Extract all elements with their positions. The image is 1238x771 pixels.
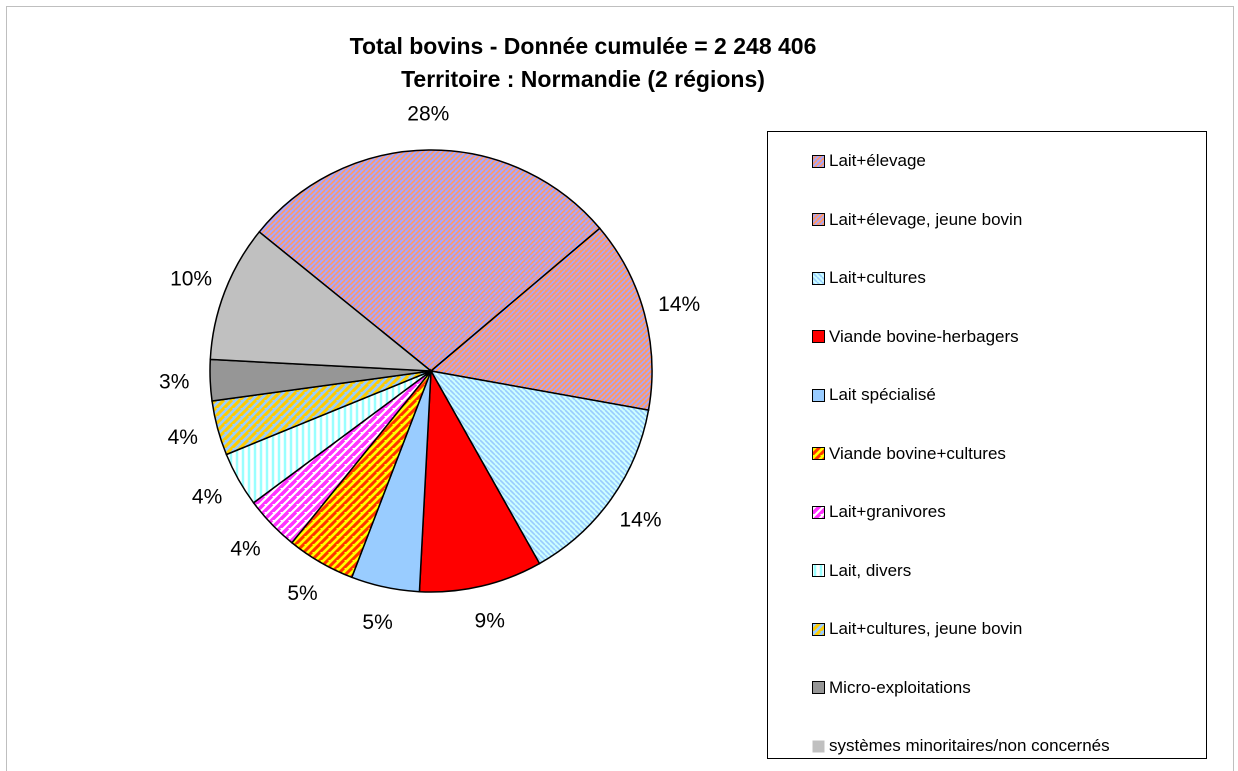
legend-item: Lait+cultures, jeune bovin: [812, 617, 1022, 641]
legend-swatch: [812, 681, 825, 694]
legend-label: Lait spécialisé: [829, 385, 936, 404]
chart-title-block: Total bovins - Donnée cumulée = 2 248 40…: [0, 30, 1166, 96]
legend-label: Lait+élevage: [829, 151, 926, 170]
pie-labels: 28% 14% 14% 9% 5% 5% 4% 4% 4% 3% 10%: [159, 103, 700, 634]
slice-percent-label: 5%: [287, 582, 317, 605]
pie-slices: [209, 149, 653, 593]
pie-slice: [209, 230, 434, 372]
legend-item: Viande bovine+cultures: [812, 442, 1006, 466]
slice-percent-label: 14%: [619, 508, 661, 531]
legend-label: Lait+cultures: [829, 268, 926, 287]
legend-swatch: [812, 271, 825, 285]
legend-item: Lait+élevage: [812, 149, 926, 173]
slice-percent-label: 28%: [407, 103, 449, 126]
slice-percent-label: 10%: [170, 267, 212, 290]
pie-slice: [429, 227, 653, 412]
legend-label: Viande bovine-herbagers: [829, 326, 1019, 346]
pie-slice: [258, 149, 601, 372]
legend-swatch: [812, 564, 825, 577]
chart-area: [6, 6, 1234, 771]
legend-swatch: [812, 213, 825, 226]
legend-label: Micro-exploitations: [829, 677, 971, 697]
legend-item: Lait+granivores: [812, 500, 946, 524]
legend-label: Lait, divers: [829, 560, 912, 580]
legend-item: Lait+cultures: [812, 266, 926, 290]
slice-percent-label: 3%: [159, 370, 189, 393]
legend-label: Lait+cultures, jeune bovin: [829, 619, 1023, 638]
legend-label: Lait+élevage, jeune bovin: [829, 209, 1023, 229]
slice-percent-label: 14%: [658, 293, 700, 316]
pie-slice: [418, 368, 541, 593]
legend-swatch: [812, 447, 825, 460]
legend: Lait+élevage Lait+élevage, jeune bovin Lai…: [767, 131, 1207, 759]
legend-swatch: [812, 154, 825, 168]
pie-slice: [429, 369, 650, 565]
slice-percent-label: 9%: [475, 610, 505, 633]
slice-percent-label: 4%: [192, 486, 222, 509]
slice-percent-label: 4%: [168, 426, 198, 449]
legend-swatch: [812, 330, 825, 343]
chart-title: Total bovins - Donnée cumulée = 2 248 40…: [349, 33, 817, 59]
legend-item: Lait+élevage, jeune bovin: [812, 208, 1022, 232]
chart-subtitle: Territoire : Normandie (2 régions): [401, 66, 765, 92]
legend-item: Lait spécialisé: [812, 383, 936, 407]
legend-item: Viande bovine-herbagers: [812, 325, 1019, 349]
legend-swatch: [812, 622, 825, 636]
legend-item: Micro-exploitations: [812, 676, 971, 700]
legend-swatch: [812, 505, 825, 519]
slice-percent-label: 4%: [230, 537, 260, 560]
legend-item: Lait, divers: [812, 559, 911, 583]
legend-label: Viande bovine+cultures: [829, 443, 1006, 463]
slice-percent-label: 5%: [362, 611, 392, 634]
legend-label: Lait+granivores: [829, 502, 946, 521]
legend-item: systèmes minoritaires/non concernés: [812, 734, 1110, 758]
legend-swatch: [812, 388, 825, 402]
legend-swatch: [812, 740, 825, 752]
legend-label: systèmes minoritaires/non concernés: [829, 736, 1110, 755]
